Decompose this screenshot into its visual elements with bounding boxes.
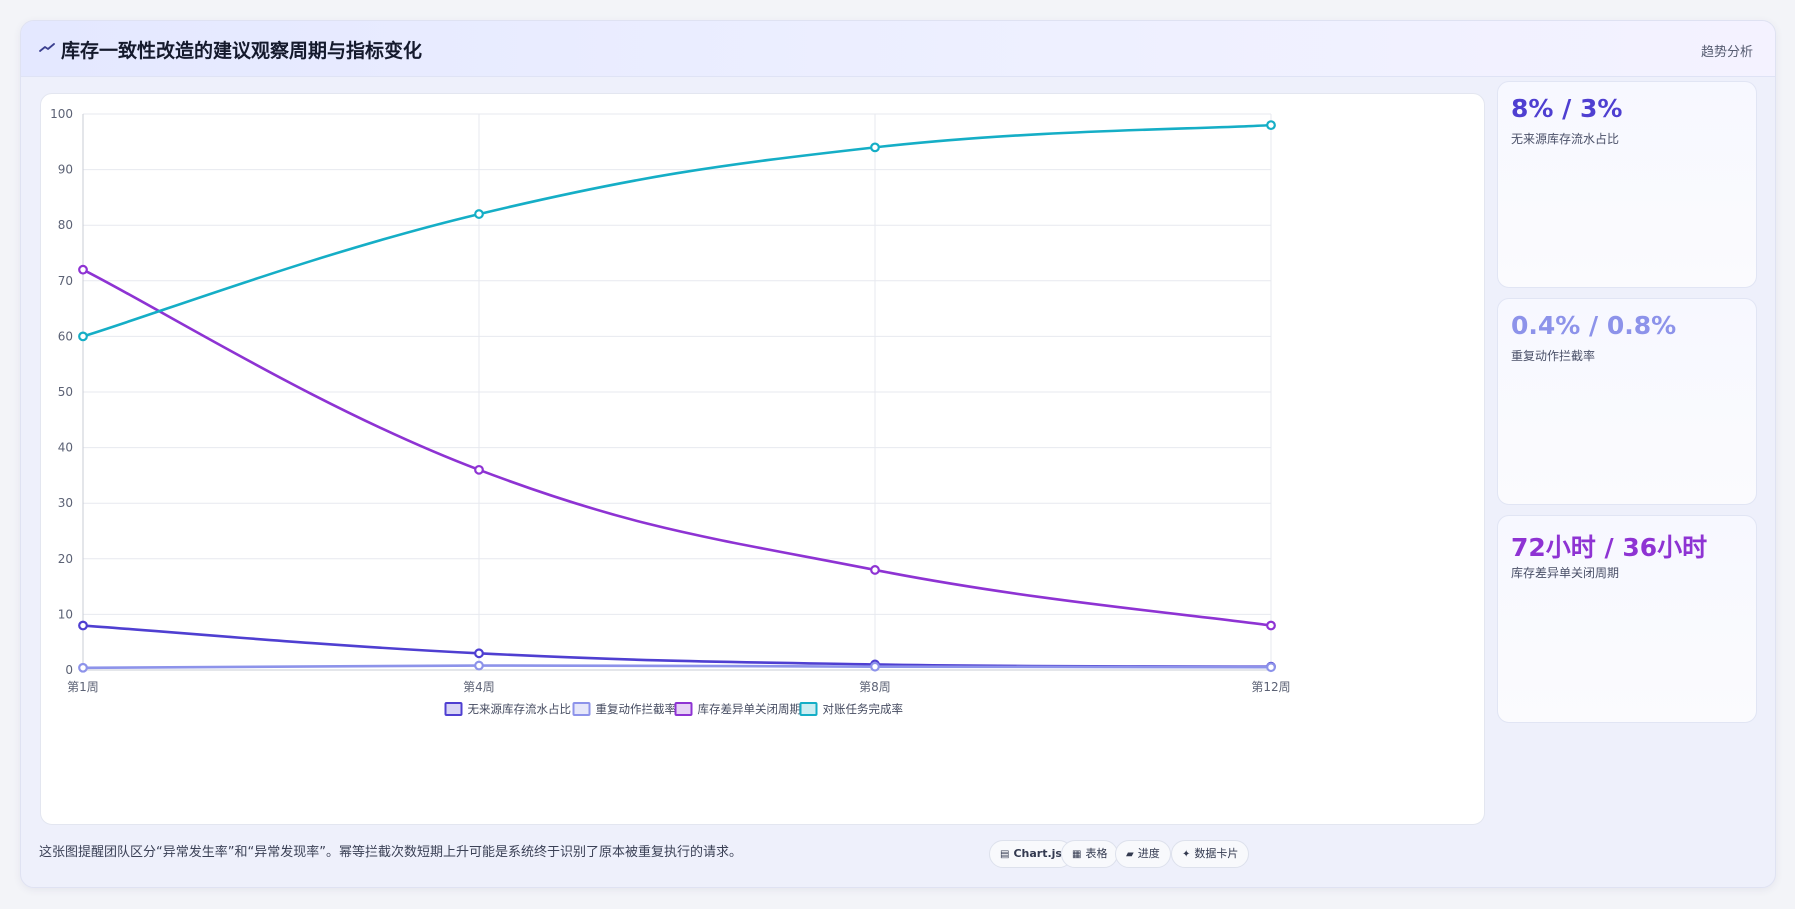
sparkle-icon: ✦: [1182, 849, 1191, 860]
y-tick-label: 90: [58, 163, 73, 177]
kpi-value: 0.4% / 0.8%: [1511, 311, 1677, 340]
data-point: [870, 142, 880, 153]
series-line: [82, 624, 1272, 668]
legend-swatch: [674, 702, 693, 716]
data-point: [78, 662, 88, 673]
page-title: 库存一致性改造的建议观察周期与指标变化: [61, 40, 423, 62]
legend-label: 库存差异单关闭周期: [698, 702, 802, 716]
data-point: [474, 209, 484, 219]
tag-table[interactable]: ▦ 表格: [1061, 840, 1119, 868]
tag-chartjs[interactable]: ▤ Chart.js: [989, 840, 1073, 868]
legend-swatch: [572, 702, 591, 716]
legend-swatch: [444, 702, 463, 716]
y-tick-label: 10: [58, 607, 73, 621]
progress-icon: ▰: [1126, 849, 1134, 860]
tag-data-card[interactable]: ✦ 数据卡片: [1171, 840, 1250, 868]
y-tick-label: 80: [58, 218, 73, 232]
x-tick-label: 第1周: [67, 680, 99, 694]
trend-icon: [39, 43, 55, 52]
kpi-label: 库存差异单关闭周期: [1511, 566, 1620, 580]
legend-label: 无来源库存流水占比: [468, 702, 572, 716]
tag-label: Chart.js: [1013, 847, 1062, 860]
data-point: [78, 264, 88, 275]
tag-label: 进度: [1137, 847, 1160, 860]
data-point: [870, 565, 880, 575]
data-point: [474, 648, 484, 659]
kpi-label: 重复动作拦截率: [1511, 349, 1596, 363]
data-point: [1266, 120, 1276, 131]
legend-label: 对账任务完成率: [823, 702, 904, 716]
y-tick-label: 30: [58, 496, 73, 510]
data-point: [78, 620, 88, 631]
data-point: [1266, 662, 1276, 673]
data-point: [474, 660, 484, 671]
kpi-value: 8% / 3%: [1511, 94, 1623, 123]
card-header: 库存一致性改造的建议观察周期与指标变化 趋势分析: [21, 21, 1775, 77]
x-tick-label: 第12周: [1251, 680, 1290, 694]
tag-progress[interactable]: ▰ 进度: [1115, 840, 1171, 868]
legend-swatch: [799, 702, 818, 716]
footer-note: 这张图提醒团队区分“异常发生率”和“异常发现率”。幂等拦截次数短期上升可能是系统…: [39, 845, 742, 860]
kpi-card-dedup-rate: 0.4% / 0.8% 重复动作拦截率: [1497, 298, 1757, 505]
series-line: [82, 664, 1272, 670]
data-point: [474, 464, 484, 475]
y-tick-label: 20: [58, 552, 73, 566]
data-point: [1266, 620, 1276, 631]
tag-label: 表格: [1085, 847, 1108, 860]
data-point: [78, 331, 88, 342]
y-tick-label: 60: [58, 329, 73, 343]
table-icon: ▦: [1072, 849, 1082, 860]
dashboard-card: 库存一致性改造的建议观察周期与指标变化 趋势分析 0 10 20 30 40 50 60 70…: [20, 20, 1776, 888]
tag-label: 数据卡片: [1194, 847, 1239, 860]
legend-label: 重复动作拦截率: [596, 702, 677, 716]
kpi-label: 无来源库存流水占比: [1511, 132, 1620, 146]
kpi-card-source-ratio: 8% / 3% 无来源库存流水占比: [1497, 81, 1757, 288]
y-tick-label: 100: [50, 107, 73, 121]
y-tick-label: 40: [58, 441, 73, 455]
trend-analysis-button[interactable]: 趋势分析: [1700, 45, 1753, 60]
kpi-value: 72小时 / 36小时: [1511, 533, 1708, 562]
x-tick-label: 第8周: [859, 680, 891, 694]
series-line: [82, 268, 1272, 627]
y-tick-label: 70: [58, 274, 73, 288]
x-tick-label: 第4周: [463, 680, 495, 694]
series-line: [82, 123, 1272, 338]
y-tick-label: 50: [58, 385, 73, 399]
chart-icon: ▤: [1000, 849, 1010, 860]
data-point: [870, 661, 880, 672]
chart-panel: 0 10 20 30 40 50 60 70 80 90 100 第1周 第4周 第8周 第12周无来源库存…: [40, 93, 1485, 825]
line-chart: 0 10 20 30 40 50 60 70 80 90 100 第1周 第4周 第8周 第12周无来源库存…: [50, 107, 1291, 716]
y-tick-label: 0: [65, 663, 73, 677]
kpi-card-close-cycle: 72小时 / 36小时 库存差异单关闭周期: [1497, 515, 1757, 723]
